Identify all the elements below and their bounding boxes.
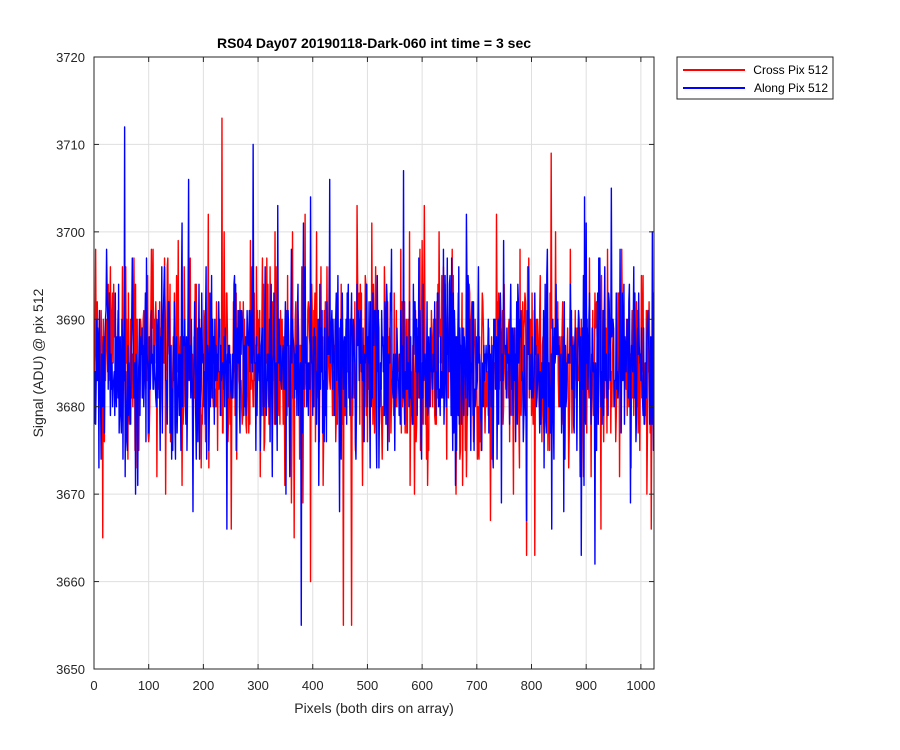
y-tick-label: 3660 xyxy=(56,575,85,590)
x-tick-label: 1000 xyxy=(626,678,655,693)
x-tick-label: 200 xyxy=(193,678,215,693)
x-tick-label: 800 xyxy=(521,678,543,693)
x-tick-label: 100 xyxy=(138,678,160,693)
y-axis-label: Signal (ADU) @ pix 512 xyxy=(30,288,46,437)
legend-box xyxy=(676,56,834,100)
legend-label-along: Along Pix 512 xyxy=(754,81,828,95)
y-tick-label: 3720 xyxy=(56,50,85,65)
legend-label-cross: Cross Pix 512 xyxy=(753,63,828,77)
x-tick-label: 300 xyxy=(247,678,269,693)
chart-title: RS04 Day07 20190118-Dark-060 int time = … xyxy=(217,35,531,51)
x-tick-label: 0 xyxy=(90,678,97,693)
y-tick-label: 3670 xyxy=(56,487,85,502)
y-tick-label: 3700 xyxy=(56,225,85,240)
x-tick-label: 600 xyxy=(411,678,433,693)
plot-frame xyxy=(93,56,655,670)
axis-tick-labels: 0 100 200 300 400 500 600 700 800 900 1000 3650 3660… xyxy=(56,50,655,693)
y-tick-label: 3710 xyxy=(56,137,85,152)
y-tick-label: 3650 xyxy=(56,662,85,677)
x-tick-label: 700 xyxy=(466,678,488,693)
x-tick-label: 500 xyxy=(357,678,379,693)
y-tick-label: 3680 xyxy=(56,400,85,415)
legend: Cross Pix 512 Along Pix 512 xyxy=(676,56,834,100)
x-tick-label: 400 xyxy=(302,678,324,693)
axis-ticks xyxy=(93,56,654,670)
x-axis-label: Pixels (both dirs on array) xyxy=(294,700,454,716)
series-line-1 xyxy=(94,126,654,626)
y-tick-label: 3690 xyxy=(56,312,85,327)
series-layer xyxy=(94,117,654,626)
x-tick-label: 900 xyxy=(575,678,597,693)
